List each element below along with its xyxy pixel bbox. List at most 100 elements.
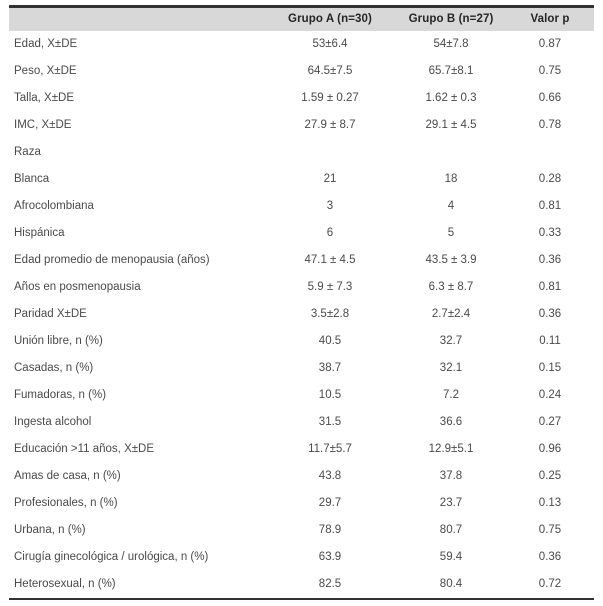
table-row: Educación >11 años, X±DE 11.7±5.7 12.9±5.1…: [9, 436, 594, 463]
group-b-cell: [396, 139, 506, 166]
row-label-cell: Raza: [14, 146, 41, 158]
row-label-cell: Unión libre, n (%): [14, 335, 103, 347]
p-value-cell: 0.15: [538, 362, 562, 374]
group-b-cell: 1.62 ± 0.3: [425, 92, 477, 104]
group-b-cell: 2.7±2.4: [431, 308, 471, 320]
group-a-cell: 63.9: [318, 551, 342, 563]
table-row: Peso, X±DE 64.5±7.5 65.7±8.1 0.75: [9, 58, 594, 85]
group-b-cell: 43.5 ± 3.9: [425, 254, 477, 266]
p-value-cell: 0.36: [538, 308, 562, 320]
table-row: Profesionales, n (%) 29.7 23.7 0.13: [9, 490, 594, 517]
row-label-cell: Casadas, n (%): [14, 362, 94, 374]
table-row: Unión libre, n (%) 40.5 32.7 0.11: [9, 328, 594, 355]
row-label-cell: IMC, X±DE: [14, 119, 72, 131]
p-value-cell: 0.11: [539, 335, 561, 347]
header-p-value: Valor p: [530, 13, 570, 26]
row-label-cell: Blanca: [14, 173, 50, 185]
table-row: IMC, X±DE 27.9 ± 8.7 29.1 ± 4.5 0.78: [9, 112, 594, 139]
table-row: Afrocolombiana 3 4 0.81: [9, 193, 594, 220]
group-a-cell: 1.59 ± 0.27: [301, 92, 359, 104]
table-row: Años en posmenopausia 5.9 ± 7.3 6.3 ± 8.7 0…: [9, 274, 594, 301]
row-label-cell: Años en posmenopausia: [14, 281, 141, 293]
comparison-table: Grupo A (n=30) Grupo B (n=27) Valor p Ed…: [9, 5, 594, 600]
group-a-cell: 82.5: [318, 578, 342, 590]
row-label-cell: Peso, X±DE: [14, 65, 77, 77]
row-label-cell: Amas de casa, n (%): [14, 470, 121, 482]
table-row: Blanca 21 18 0.28: [9, 166, 594, 193]
table-row: Ingesta alcohol 31.5 36.6 0.27: [9, 409, 594, 436]
table-row: Heterosexual, n (%) 82.5 80.4 0.72: [9, 571, 594, 599]
group-b-cell: 32.1: [439, 362, 463, 374]
p-value-cell: 0.72: [538, 578, 562, 590]
group-a-cell: 31.5: [318, 416, 342, 428]
row-label-cell: Ingesta alcohol: [14, 416, 92, 428]
group-b-cell: 54±7.8: [433, 38, 469, 50]
row-label-cell: Paridad X±DE: [14, 308, 87, 320]
p-value-cell: 0.96: [538, 443, 562, 455]
p-value-cell: 0.13: [538, 497, 562, 509]
group-b-cell: 12.9±5.1: [428, 443, 474, 455]
row-label-cell: Profesionales, n (%): [14, 497, 118, 509]
group-a-cell: 53±6.4: [312, 38, 348, 50]
group-a-cell: 6: [326, 227, 334, 239]
row-label-cell: Talla, X±DE: [14, 92, 74, 104]
group-b-cell: 80.4: [439, 578, 463, 590]
group-a-cell: 10.5: [318, 389, 342, 401]
group-b-cell: 7.2: [443, 389, 459, 401]
group-b-cell: 18: [444, 173, 458, 185]
group-b-cell: 65.7±8.1: [428, 65, 474, 77]
p-value-cell: 0.75: [538, 65, 562, 77]
group-a-cell: [264, 139, 396, 166]
group-a-cell: 38.7: [318, 362, 342, 374]
p-value-cell: 0.66: [538, 92, 562, 104]
table-row: Edad promedio de menopausia (años) 47.1 ±…: [9, 247, 594, 274]
group-a-cell: 78.9: [318, 524, 342, 536]
p-value-cell: 0.87: [538, 38, 562, 50]
row-label-cell: Edad promedio de menopausia (años): [14, 254, 210, 266]
table-row: Casadas, n (%) 38.7 32.1 0.15: [9, 355, 594, 382]
group-a-cell: 47.1 ± 4.5: [304, 254, 356, 266]
row-label-cell: Heterosexual, n (%): [14, 578, 116, 590]
table-row: Urbana, n (%) 78.9 80.7 0.75: [9, 517, 594, 544]
group-a-cell: 40.5: [318, 335, 342, 347]
group-a-cell: 5.9 ± 7.3: [307, 281, 353, 293]
group-a-cell: 21: [323, 173, 337, 185]
p-value-cell: 0.27: [538, 416, 562, 428]
p-value-cell: 0.78: [538, 119, 562, 131]
header-row: Grupo A (n=30) Grupo B (n=27) Valor p: [9, 6, 594, 31]
p-value-cell: 0.75: [538, 524, 562, 536]
group-b-cell: 59.4: [439, 551, 463, 563]
group-b-cell: 23.7: [439, 497, 463, 509]
p-value-cell: 0.81: [538, 200, 562, 212]
row-label-cell: Urbana, n (%): [14, 524, 86, 536]
group-b-cell: 6.3 ± 8.7: [428, 281, 474, 293]
group-b-cell: 4: [447, 200, 455, 212]
p-value-cell: 0.36: [538, 551, 562, 563]
group-b-cell: 36.6: [439, 416, 463, 428]
group-a-cell: 11.7±5.7: [308, 443, 352, 455]
table-body: Edad, X±DE 53±6.4 54±7.8 0.87 Peso, X±DE 64.5…: [9, 31, 594, 599]
table-row: Paridad X±DE 3.5±2.8 2.7±2.4 0.36: [9, 301, 594, 328]
group-a-cell: 43.8: [318, 470, 342, 482]
table-row: Talla, X±DE 1.59 ± 0.27 1.62 ± 0.3 0.66: [9, 85, 594, 112]
group-a-cell: 27.9 ± 8.7: [304, 119, 356, 131]
row-label-cell: Hispánica: [14, 227, 65, 239]
group-b-cell: 5: [447, 227, 455, 239]
row-label-cell: Edad, X±DE: [14, 38, 78, 50]
group-a-cell: 29.7: [318, 497, 342, 509]
header-group-b: Grupo B (n=27): [408, 13, 494, 26]
p-value-cell: [506, 139, 594, 166]
p-value-cell: 0.28: [538, 173, 562, 185]
table-row: Raza: [9, 139, 594, 166]
row-label-cell: Cirugía ginecológica / urológica, n (%): [14, 551, 209, 563]
group-b-cell: 29.1 ± 4.5: [425, 119, 477, 131]
row-label-cell: Educación >11 años, X±DE: [14, 443, 155, 455]
header-variable: [9, 7, 264, 31]
group-b-cell: 37.8: [439, 470, 463, 482]
table-row: Amas de casa, n (%) 43.8 37.8 0.25: [9, 463, 594, 490]
group-b-cell: 80.7: [439, 524, 463, 536]
row-label-cell: Fumadoras, n (%): [14, 389, 107, 401]
group-a-cell: 64.5±7.5: [307, 65, 353, 77]
table-row: Edad, X±DE 53±6.4 54±7.8 0.87: [9, 31, 594, 58]
table-row: Hispánica 6 5 0.33: [9, 220, 594, 247]
